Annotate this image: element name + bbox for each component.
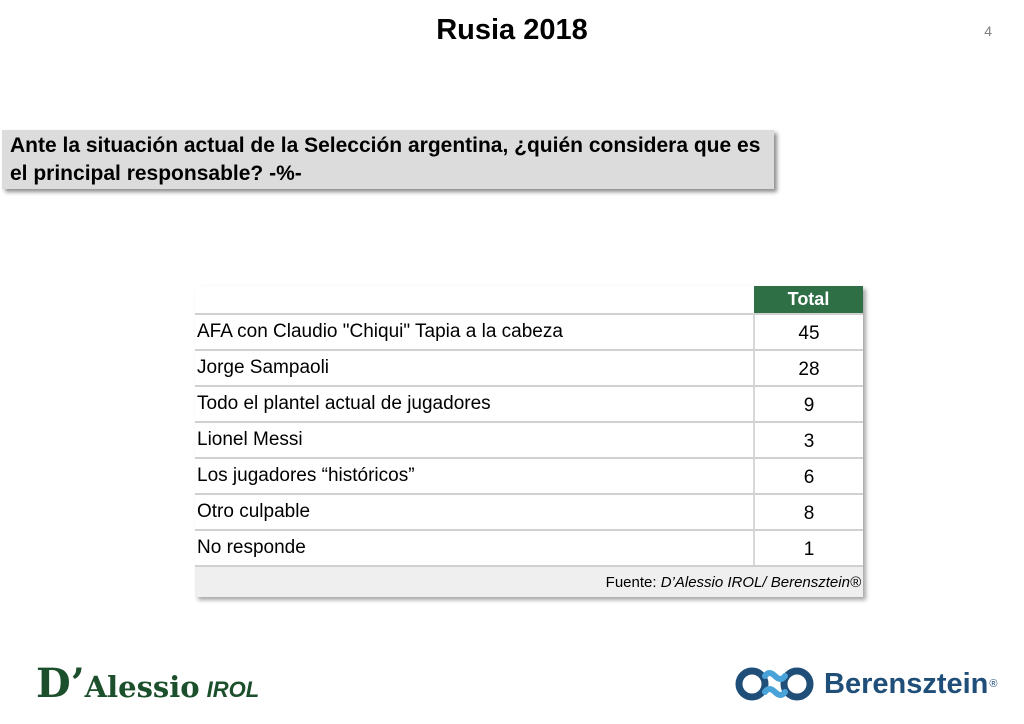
question-text: Ante la situación actual de la Selección…: [10, 134, 761, 185]
row-value: 45: [753, 313, 863, 351]
logo-irol: IROL: [206, 677, 260, 702]
source-prefix: Fuente:: [605, 573, 661, 591]
table-row: Todo el plantel actual de jugadores 9: [195, 386, 863, 423]
table-row: Los jugadores “históricos” 6: [195, 458, 863, 495]
total-column-header: Total: [754, 286, 863, 314]
header-blank-cell: [195, 286, 754, 314]
row-label: Jorge Sampaoli: [195, 350, 754, 387]
logo-berensztein-text: Berensztein: [824, 667, 989, 700]
source-name: D’Alessio IROL/ Berensztein®: [660, 573, 861, 591]
berensztein-mark-icon: [735, 667, 814, 701]
slide-title: Rusia 2018: [436, 14, 588, 46]
row-label: Todo el plantel actual de jugadores: [195, 386, 754, 423]
table-row: Lionel Messi 3: [195, 422, 863, 459]
table-row: Otro culpable 8: [195, 494, 863, 531]
question-box: Ante la situación actual de la Selección…: [2, 130, 774, 189]
source-row: Fuente: D’Alessio IROL/ Berensztein®: [195, 566, 863, 597]
logo-alessio: Alessio: [84, 670, 200, 704]
berensztein-logo: Berensztein ®: [735, 664, 998, 704]
row-label: No responde: [195, 530, 754, 567]
table-row: AFA con Claudio "Chiqui" Tapia a la cabe…: [195, 313, 863, 351]
dalessio-irol-logo: D’ Alessio IROL: [36, 660, 260, 707]
results-table: Total AFA con Claudio "Chiqui" Tapia a l…: [195, 286, 863, 597]
logo-d: D’: [36, 660, 85, 707]
table-row: Jorge Sampaoli 28: [195, 350, 863, 387]
logo-registered-mark: ®: [989, 678, 998, 690]
row-value: 3: [753, 422, 863, 459]
row-label: Los jugadores “históricos”: [195, 458, 754, 495]
row-value: 9: [753, 386, 863, 423]
row-value: 8: [753, 494, 863, 531]
row-value: 28: [753, 350, 863, 387]
row-value: 1: [753, 530, 863, 567]
row-label: AFA con Claudio "Chiqui" Tapia a la cabe…: [195, 313, 754, 351]
row-label: Lionel Messi: [195, 422, 754, 459]
page-number: 4: [984, 23, 992, 39]
source-note: Fuente: D’Alessio IROL/ Berensztein®: [195, 566, 863, 597]
row-label: Otro culpable: [195, 494, 754, 531]
row-value: 6: [753, 458, 863, 495]
table-row: No responde 1: [195, 530, 863, 567]
table-header-row: Total: [195, 286, 863, 314]
